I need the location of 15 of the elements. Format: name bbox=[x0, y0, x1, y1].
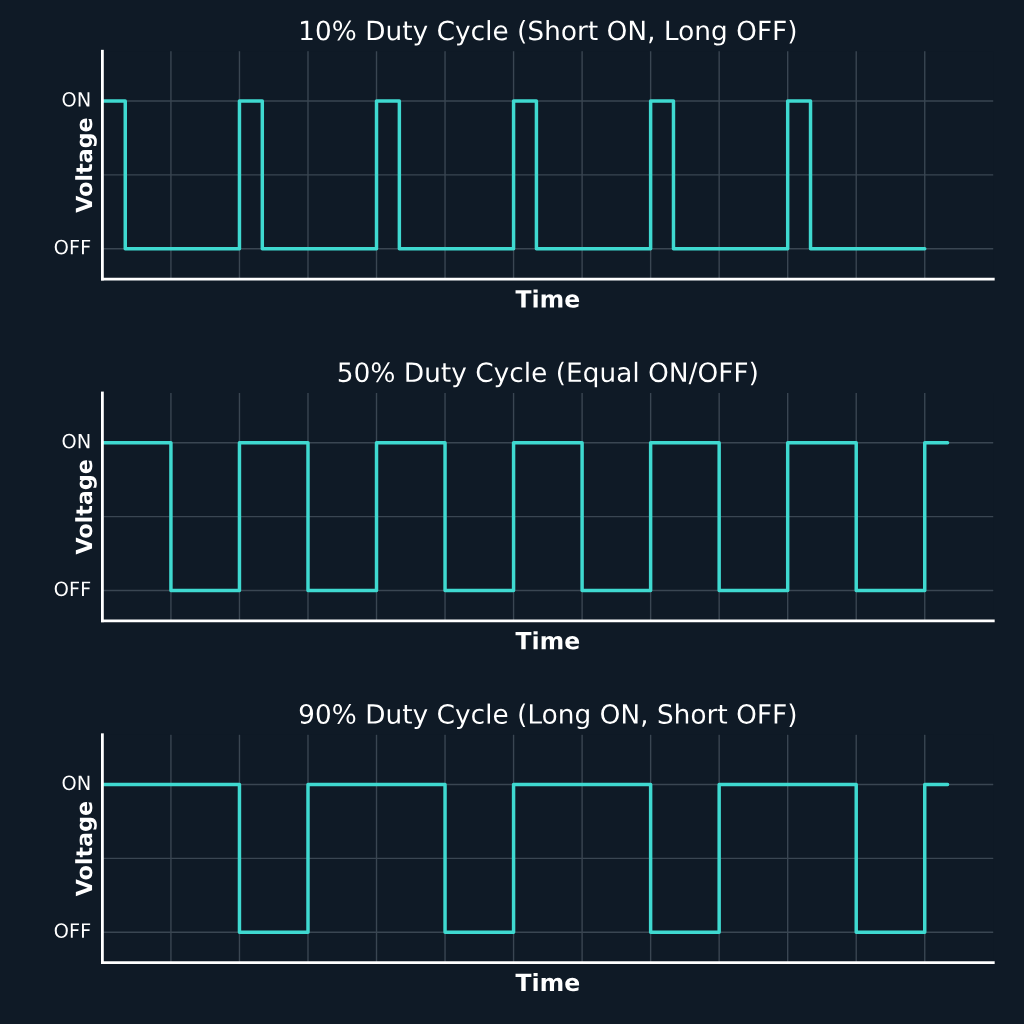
y-axis-title: Voltage bbox=[75, 460, 97, 555]
text: OFF bbox=[54, 239, 91, 255]
text: OFF bbox=[54, 581, 91, 597]
text: ON bbox=[62, 775, 90, 791]
text: ON bbox=[62, 433, 90, 449]
x-axis-title: Time bbox=[515, 289, 580, 308]
text: OFF bbox=[54, 923, 91, 938]
chart-title: 50% Duty Cycle (Equal ON/OFF) bbox=[338, 361, 757, 388]
text: ON bbox=[62, 91, 90, 107]
y-axis-title: Voltage bbox=[75, 801, 97, 897]
chart-title: 10% Duty Cycle (Short ON, Long OFF) bbox=[301, 20, 796, 46]
y-axis-title: Voltage bbox=[75, 118, 97, 213]
chart-title: 90% Duty Cycle (Long ON, Short OFF) bbox=[299, 703, 796, 730]
x-axis-title: Time bbox=[515, 631, 580, 650]
x-axis-title: Time bbox=[515, 972, 580, 992]
